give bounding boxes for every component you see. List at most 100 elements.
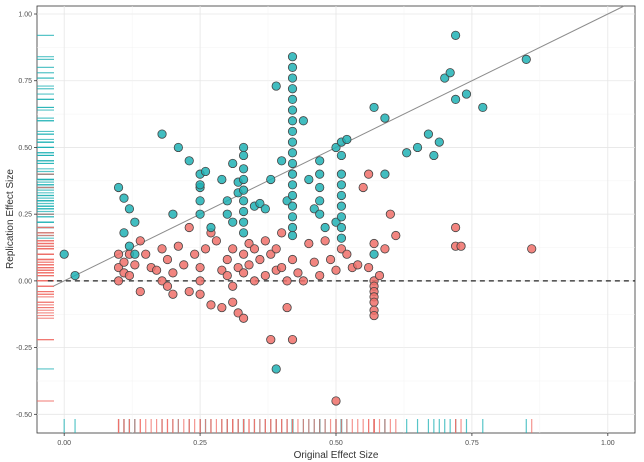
data-point: [380, 169, 390, 179]
data-point: [271, 364, 281, 374]
data-point: [287, 62, 298, 72]
data-point: [266, 249, 276, 259]
data-point: [113, 262, 124, 273]
data-point: [331, 396, 341, 406]
data-point: [238, 217, 249, 227]
data-point: [124, 204, 135, 214]
data-point: [124, 270, 135, 281]
data-point: [59, 249, 69, 259]
data-point: [195, 262, 205, 273]
data-point: [287, 334, 298, 345]
data-point: [309, 257, 319, 267]
x-axis-label: Original Effect Size: [294, 450, 379, 461]
data-point: [287, 137, 298, 147]
data-point: [336, 169, 347, 179]
data-point: [293, 268, 303, 278]
data-point: [364, 169, 374, 179]
y-tick-label: 0.50: [18, 145, 32, 152]
data-point: [309, 204, 319, 214]
y-tick-label: 0.25: [18, 212, 32, 219]
data-point: [434, 137, 444, 147]
data-point: [228, 297, 238, 307]
data-point: [238, 206, 249, 217]
data-point: [233, 308, 243, 318]
data-point: [369, 102, 379, 113]
data-point: [282, 302, 292, 313]
data-point: [336, 150, 347, 161]
data-point: [238, 150, 249, 161]
data-point: [217, 265, 227, 275]
data-point: [260, 204, 270, 214]
data-point: [152, 265, 162, 275]
data-point: [287, 190, 298, 201]
data-point: [287, 52, 298, 62]
data-point: [238, 268, 249, 278]
data-point: [260, 236, 270, 246]
data-point: [315, 156, 325, 166]
data-point: [238, 185, 249, 195]
data-point: [206, 300, 216, 310]
data-point: [423, 129, 434, 139]
data-point: [238, 228, 249, 238]
data-point: [184, 156, 194, 166]
data-point: [206, 222, 216, 233]
data-point: [320, 222, 330, 233]
data-point: [217, 302, 227, 313]
data-point: [287, 73, 298, 83]
data-point: [222, 196, 232, 206]
data-point: [287, 230, 298, 241]
data-point: [184, 222, 194, 233]
data-point: [450, 222, 461, 233]
data-point: [342, 134, 352, 145]
data-point: [402, 148, 412, 158]
data-point: [228, 281, 238, 291]
data-point: [461, 89, 472, 99]
data-point: [162, 281, 173, 291]
data-point: [195, 209, 205, 219]
data-point: [456, 241, 466, 251]
data-point: [255, 254, 265, 265]
data-point: [287, 169, 298, 179]
data-point: [211, 236, 221, 246]
data-point: [445, 68, 455, 78]
x-tick-label: 0.75: [465, 440, 479, 447]
data-point: [380, 244, 390, 254]
data-point: [287, 201, 298, 211]
data-point: [260, 270, 270, 281]
data-point: [450, 94, 461, 105]
data-point: [168, 209, 178, 219]
data-point: [238, 196, 249, 206]
data-point: [141, 249, 151, 259]
data-point: [450, 30, 461, 40]
data-point: [135, 236, 145, 246]
data-point: [320, 236, 330, 246]
data-point: [184, 286, 194, 297]
x-tick-label: 0.00: [57, 440, 71, 447]
data-point: [130, 217, 140, 227]
data-point: [304, 174, 314, 185]
data-point: [238, 174, 249, 185]
data-point: [369, 249, 379, 259]
data-point: [287, 222, 298, 233]
data-point: [119, 228, 129, 238]
data-point: [282, 276, 292, 286]
data-point: [228, 158, 238, 169]
data-point: [315, 169, 325, 179]
data-point: [287, 254, 298, 265]
data-point: [173, 241, 183, 251]
data-point: [238, 164, 249, 174]
data-point: [195, 276, 205, 286]
data-point: [228, 244, 238, 254]
data-point: [124, 241, 135, 251]
data-point: [195, 289, 205, 299]
data-point: [228, 217, 238, 227]
data-point: [287, 212, 298, 222]
data-point: [380, 113, 390, 123]
data-point: [353, 260, 363, 270]
data-point: [412, 142, 423, 153]
data-point: [130, 249, 140, 259]
data-point: [374, 270, 385, 281]
axis-ticks: 0.00 0.25 0.50 0.75 1.00 -0.50 -0.25 0.00 0.25 0.…: [16, 12, 615, 447]
data-point: [336, 244, 347, 254]
data-point: [369, 297, 379, 307]
